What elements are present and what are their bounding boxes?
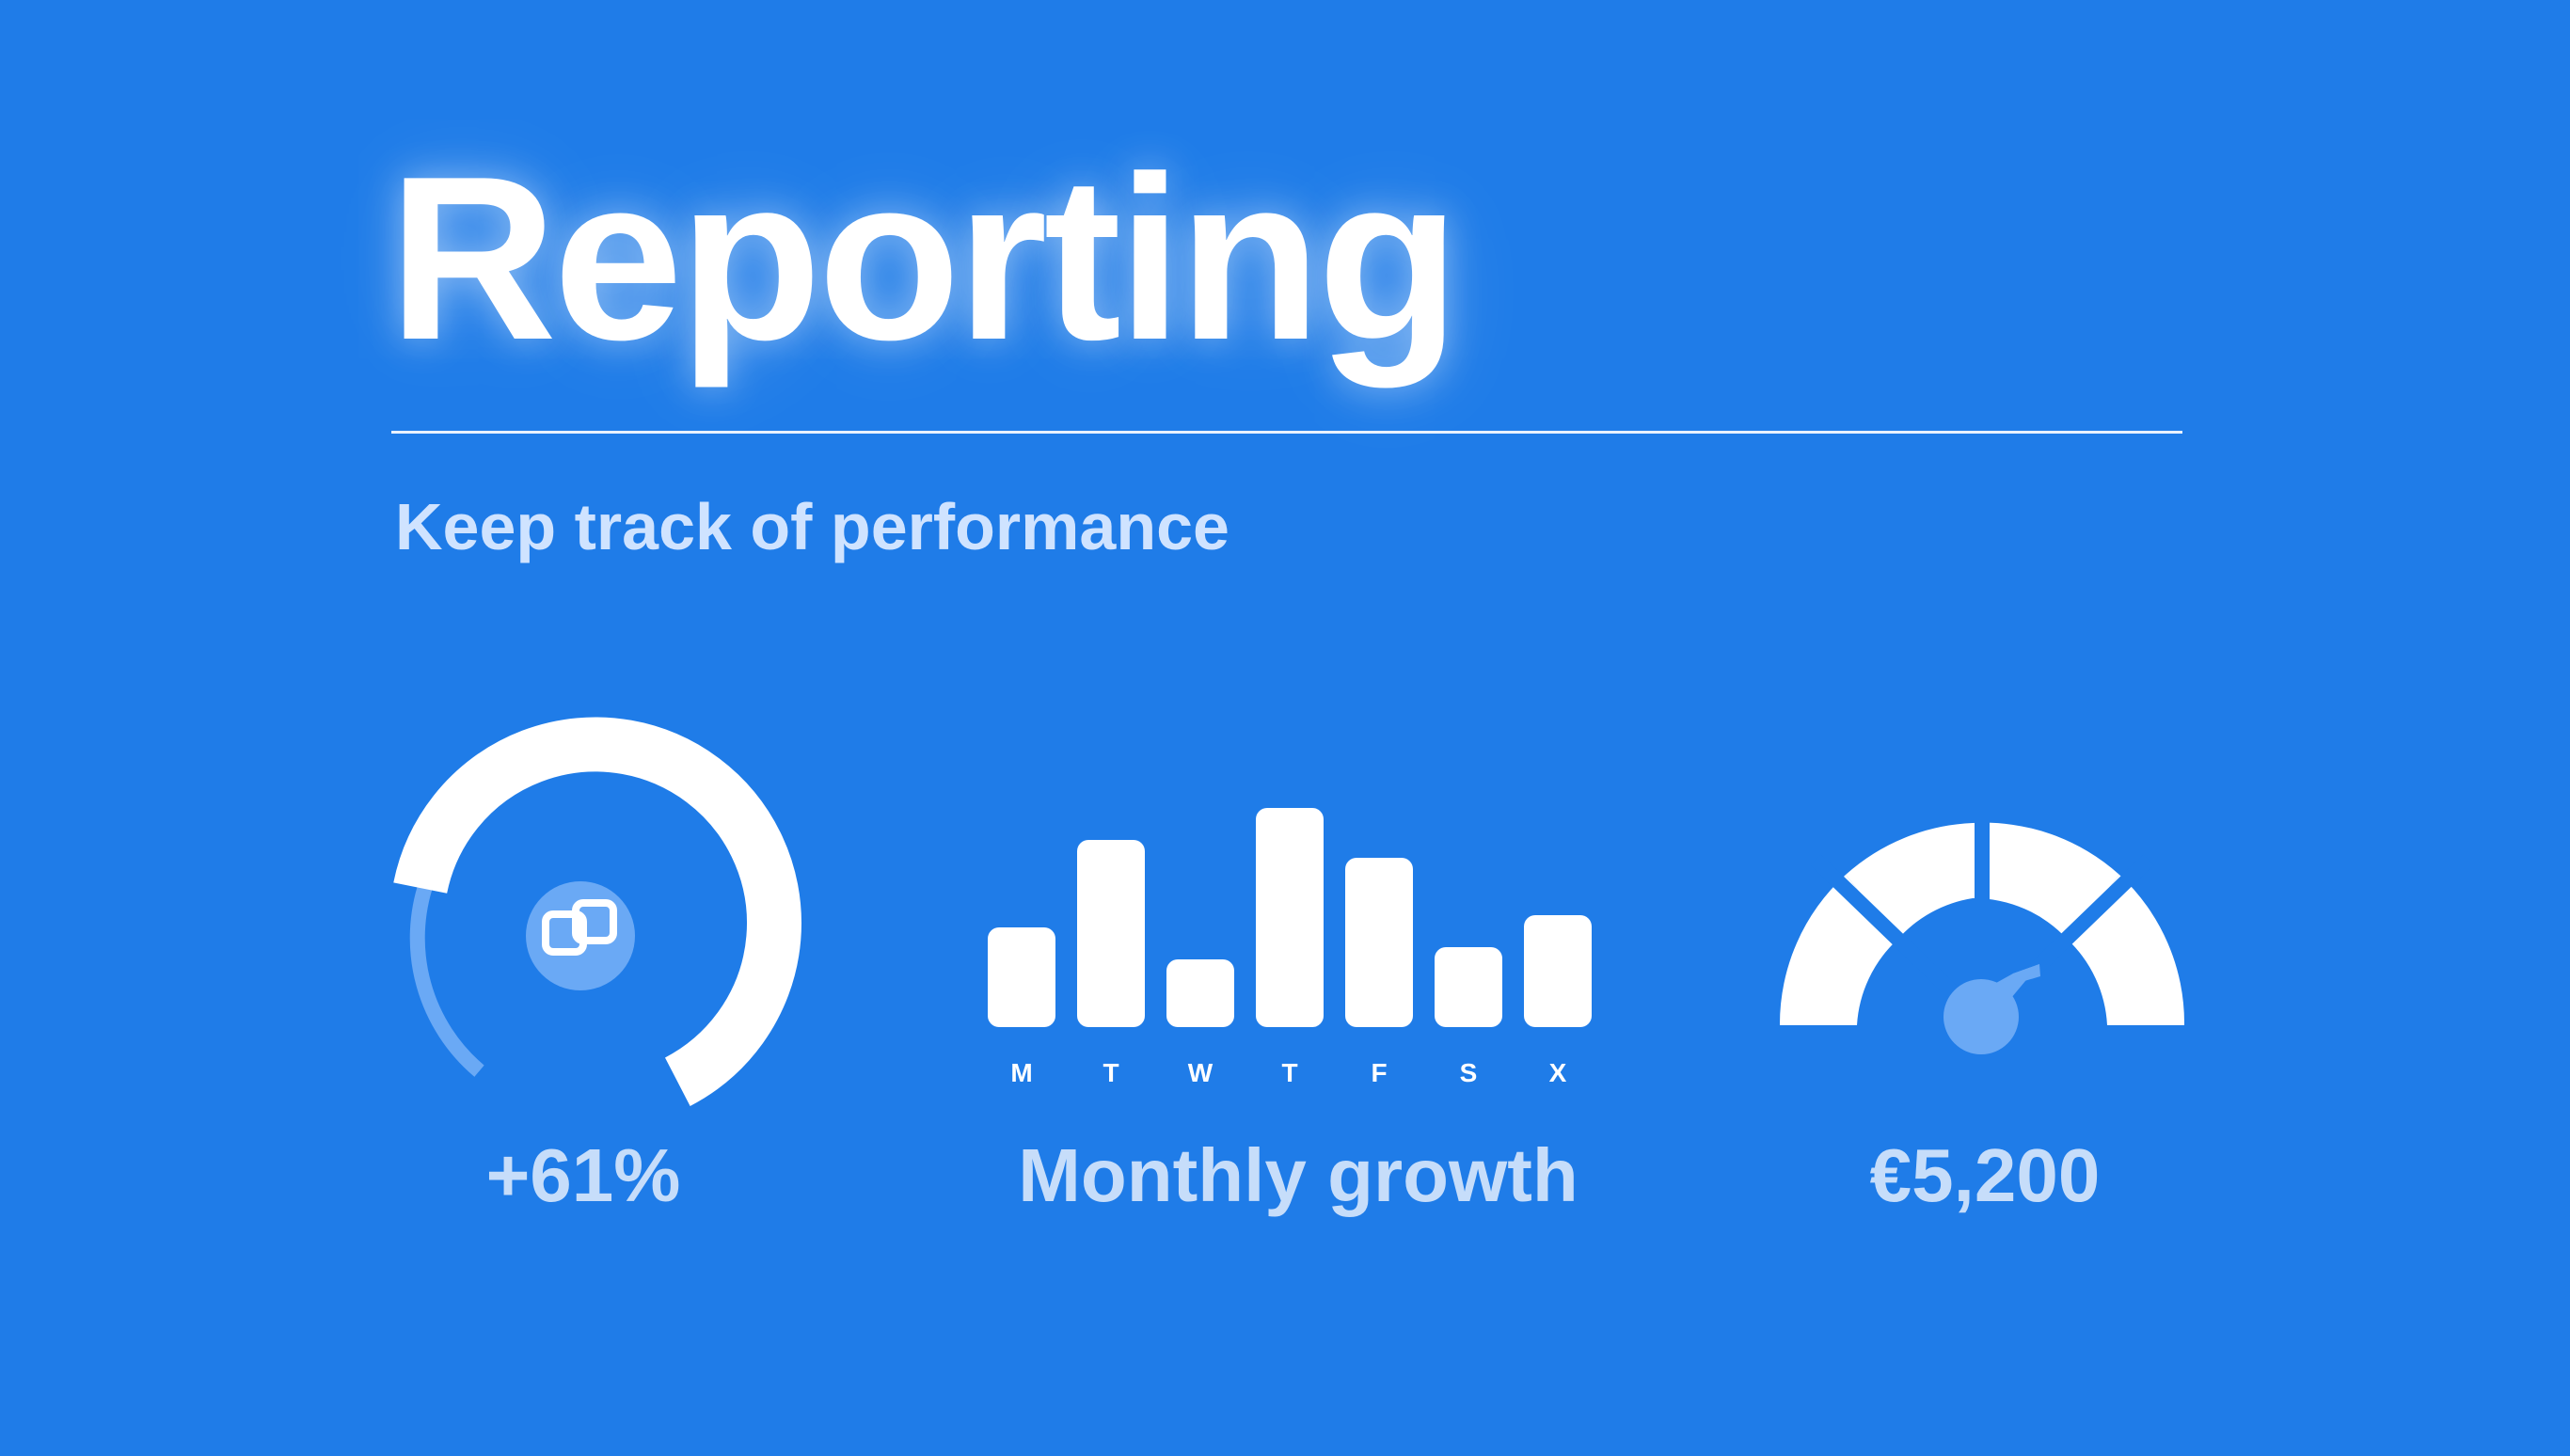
revenue-value: €5,200: [1869, 1133, 2101, 1217]
bar-chart-caption: Monthly growth: [1018, 1133, 1578, 1217]
ring-progress-arc: [393, 717, 801, 1106]
bar-6: [1435, 947, 1502, 1027]
speedometer-needle: [1943, 964, 2040, 1054]
bar-label-3: W: [1188, 1058, 1214, 1087]
bar-label-6: S: [1460, 1058, 1478, 1087]
bar-1: [988, 927, 1055, 1027]
page-title: Reporting: [389, 127, 1460, 388]
bar-label-5: F: [1371, 1058, 1387, 1087]
growth-percentage: +61%: [485, 1133, 681, 1217]
bar-label-7: X: [1549, 1058, 1567, 1087]
bar-5: [1345, 858, 1413, 1027]
bar-7: [1524, 915, 1592, 1027]
page-subtitle: Keep track of performance: [395, 490, 1229, 563]
bar-label-1: M: [1010, 1058, 1032, 1087]
growth-ring-gauge: [393, 717, 801, 1106]
ring-background-arc: [409, 878, 484, 1077]
bar-2: [1077, 840, 1145, 1027]
bar-3: [1166, 959, 1234, 1027]
link-icon: [526, 881, 635, 990]
bar-label-2: T: [1103, 1058, 1118, 1087]
bar-label-4: T: [1281, 1058, 1297, 1087]
speedometer-gauge: [1779, 809, 2185, 1054]
title-divider: [391, 431, 2182, 434]
bar-4: [1256, 808, 1324, 1027]
